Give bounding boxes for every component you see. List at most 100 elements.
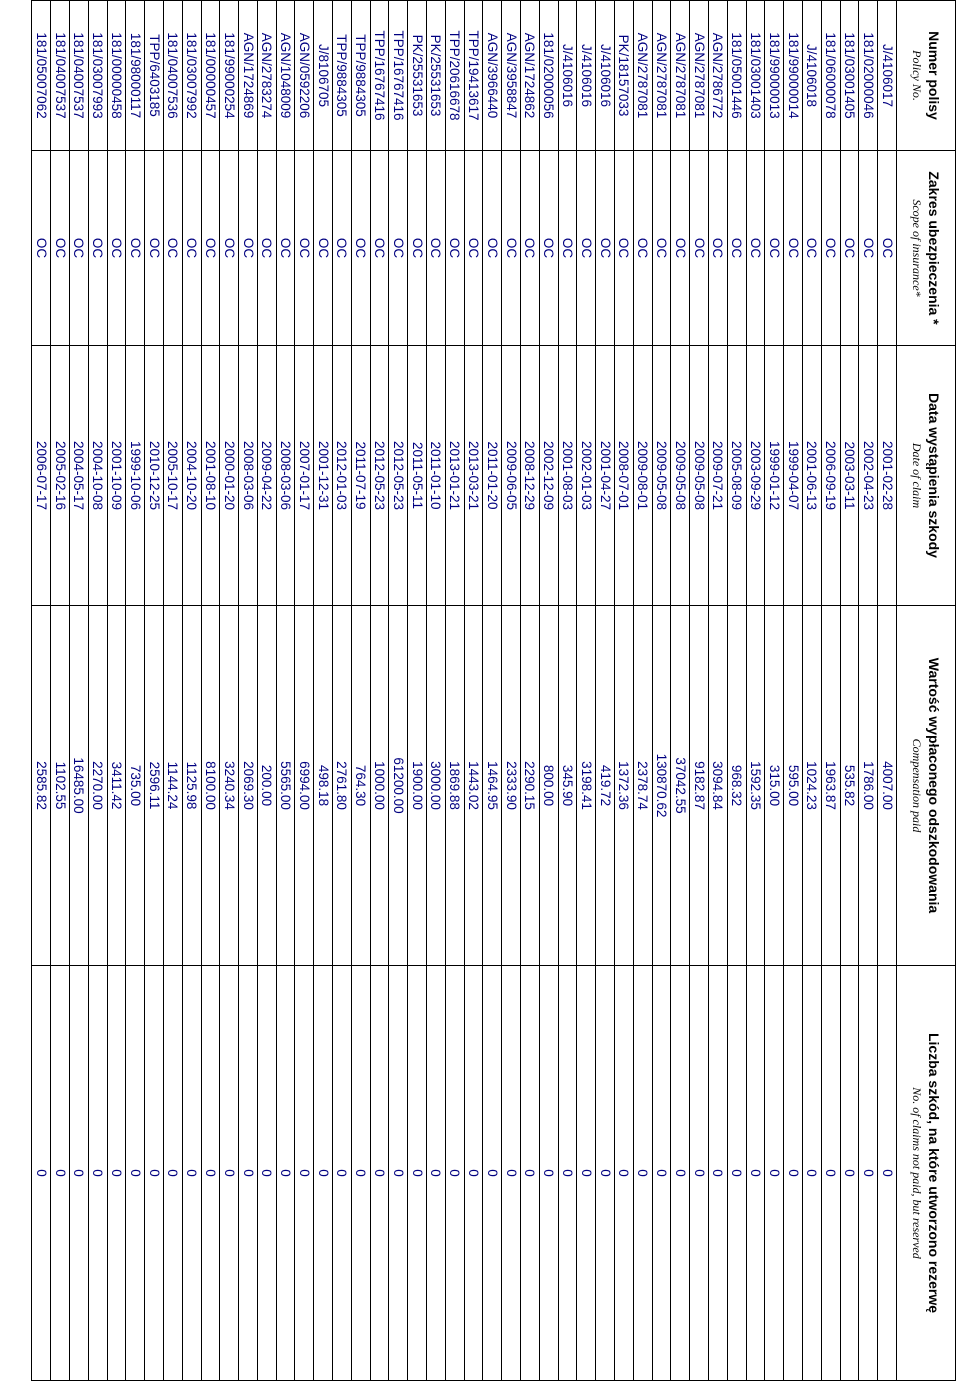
table-cell: OC <box>539 150 559 346</box>
table-cell: 0 <box>69 965 89 1381</box>
table-cell: 2008-07-01 <box>614 345 634 606</box>
table-cell: 535.82 <box>840 605 859 966</box>
table-row: 181/03001405 OC 2003-03-11 535.82 0 <box>840 0 859 1381</box>
table-cell: 0 <box>652 965 671 1381</box>
table-cell: 130870.62 <box>652 605 671 966</box>
table-cell: OC <box>69 150 89 346</box>
table-cell: 0 <box>125 965 145 1381</box>
table-cell: 595.00 <box>783 605 803 966</box>
table-cell: 764.30 <box>351 605 371 966</box>
table-row: 181/02000056 OC 2002-12-09 800.00 0 <box>539 0 559 1381</box>
table-cell: 2001-10-09 <box>107 345 126 606</box>
table-cell: 0 <box>295 965 314 1381</box>
table-cell: 2011-01-20 <box>482 345 502 606</box>
table-cell: OC <box>351 150 371 346</box>
table-cell: 2012-05-23 <box>370 345 389 606</box>
table-cell: 2009-07-21 <box>708 345 728 606</box>
table-row: 181/00000458 OC 2001-10-09 3411.42 0 <box>107 0 126 1381</box>
header-row: Numer polisy Policy No. Zakres ubezpieczen… <box>896 0 956 1381</box>
table-row: 181/03001403 OC 2003-09-29 1592.35 0 <box>746 0 765 1381</box>
column-header: Wartość wypłaconego odszkodowania Compens… <box>896 605 956 966</box>
table-cell: 0 <box>689 965 709 1381</box>
table-cell: 800.00 <box>539 605 559 966</box>
table-cell: 181/00000458 <box>107 0 126 151</box>
table-cell: J/4106016 <box>595 0 615 151</box>
table-cell: AGN/1048009 <box>276 0 295 151</box>
table-cell: OC <box>163 150 183 346</box>
table-cell: 1102.55 <box>50 605 70 966</box>
table-cell: 2008-12-29 <box>520 345 540 606</box>
table-cell: AGN/3958847 <box>501 0 521 151</box>
table-cell: 2009-04-22 <box>257 345 277 606</box>
table-cell: 1125.98 <box>182 605 202 966</box>
table-cell: 2008-03-06 <box>276 345 295 606</box>
table-cell: 0 <box>238 965 258 1381</box>
table-cell: 2002-12-09 <box>539 345 559 606</box>
column-subtitle: Date of claim <box>910 442 925 509</box>
table-cell: 181/05007062 <box>31 0 51 151</box>
table-cell: 16485.00 <box>69 605 89 966</box>
table-cell: 0 <box>445 965 465 1381</box>
table-cell: OC <box>238 150 258 346</box>
table-cell: 0 <box>727 965 747 1381</box>
table-cell: OC <box>520 150 540 346</box>
table-cell: 0 <box>539 965 559 1381</box>
column-subtitle: Compensation paid <box>910 738 925 833</box>
table-row: PK/25531653 OC 2011-01-10 3000.00 0 <box>426 0 446 1381</box>
table-row: AGN/0592206 OC 2007-01-17 6994.00 0 <box>295 0 314 1381</box>
table-cell: OC <box>31 150 51 346</box>
table-cell: 2333.90 <box>501 605 521 966</box>
table-cell: 1999-01-12 <box>764 345 784 606</box>
table-cell: OC <box>764 150 784 346</box>
table-cell: OC <box>144 150 164 346</box>
table-cell: OC <box>670 150 690 346</box>
table-row: 181/05001446 OC 2005-08-09 968.32 0 <box>727 0 747 1381</box>
table-cell: PK/18157033 <box>614 0 634 151</box>
table-cell: OC <box>201 150 220 346</box>
table-cell: 181/02000046 <box>858 0 878 151</box>
table-row: TPP/16767416 OC 2012-05-23 1000.00 0 <box>370 0 389 1381</box>
table-cell: 61200.00 <box>388 605 408 966</box>
column-subtitle: Scope of insurance* <box>910 199 925 297</box>
table-row: TPP/9884305 OC 2011-07-19 764.30 0 <box>351 0 371 1381</box>
column-title: Data wystąpienia szkody <box>926 393 943 558</box>
table-row: 181/04007537 OC 2004-05-17 16485.00 0 <box>69 0 89 1381</box>
table-cell: 0 <box>144 965 164 1381</box>
table-cell: TPP/9884305 <box>332 0 352 151</box>
table-cell: 2001-06-13 <box>802 345 822 606</box>
table-cell: OC <box>313 150 333 346</box>
table-cell: 2004-10-08 <box>88 345 108 606</box>
table-cell: 2585.82 <box>31 605 51 966</box>
table-cell: 0 <box>783 965 803 1381</box>
column-subtitle: Policy No. <box>910 50 925 101</box>
table-cell: 0 <box>332 965 352 1381</box>
table-row: AGN/1724869 OC 2008-03-06 2069.30 0 <box>238 0 258 1381</box>
table-cell: 0 <box>257 965 277 1381</box>
table-row: AGN/2787081 OC 2009-08-01 2378.74 0 <box>633 0 653 1381</box>
column-title: Numer polisy <box>926 31 943 120</box>
table-cell: 0 <box>464 965 483 1381</box>
table-cell: OC <box>50 150 70 346</box>
table-row: PK/18157033 OC 2008-07-01 1372.36 0 <box>614 0 634 1381</box>
table-cell: 0 <box>50 965 70 1381</box>
table-cell: OC <box>689 150 709 346</box>
table-cell: 1786.00 <box>858 605 878 966</box>
table-cell: 2003-09-29 <box>746 345 765 606</box>
table-cell: OC <box>257 150 277 346</box>
table-cell: 0 <box>670 965 690 1381</box>
table-cell: 8100.00 <box>201 605 220 966</box>
table-cell: AGN/2787081 <box>652 0 671 151</box>
table-cell: 0 <box>708 965 728 1381</box>
table-row: AGN/2783274 OC 2009-04-22 200.00 0 <box>257 0 277 1381</box>
table-cell: TPP/16767416 <box>388 0 408 151</box>
table-cell: 0 <box>88 965 108 1381</box>
column-header: Liczba szkód, na które utworzono rezerwę… <box>896 965 956 1381</box>
table-cell: AGN/2787081 <box>670 0 690 151</box>
table-cell: 0 <box>219 965 239 1381</box>
table-row: 181/05007062 OC 2006-07-17 2585.82 0 <box>31 0 51 1381</box>
table-row: 181/06000078 OC 2006-09-19 1963.87 0 <box>821 0 841 1381</box>
table-cell: OC <box>633 150 653 346</box>
table-cell: 2001-04-27 <box>595 345 615 606</box>
table-cell: OC <box>746 150 765 346</box>
